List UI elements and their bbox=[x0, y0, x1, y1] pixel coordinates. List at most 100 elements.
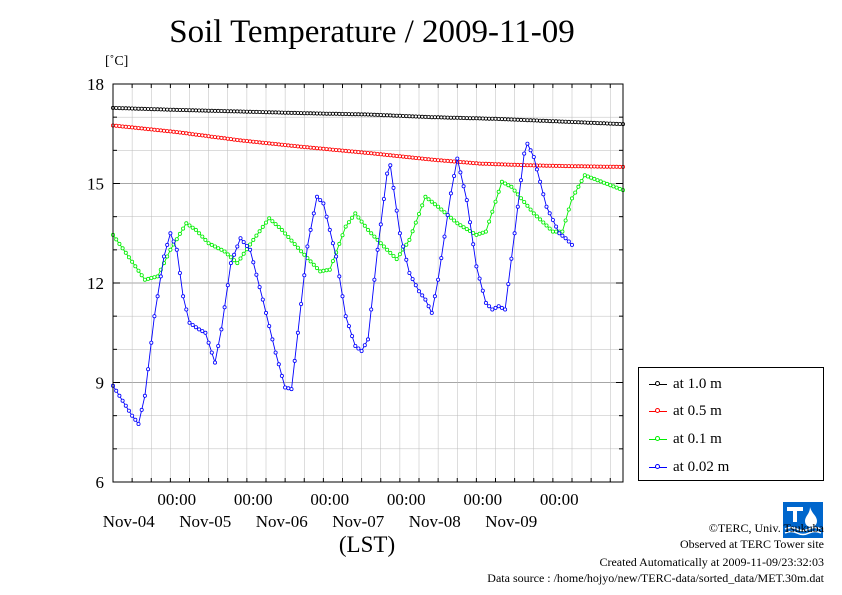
data-point bbox=[219, 247, 224, 252]
data-point bbox=[130, 259, 135, 264]
data-point bbox=[560, 119, 565, 124]
series-layer bbox=[111, 105, 626, 426]
data-point bbox=[203, 133, 208, 138]
series-at-0-5-m bbox=[111, 123, 626, 169]
data-point bbox=[305, 244, 310, 249]
data-point bbox=[283, 142, 288, 147]
data-point bbox=[614, 121, 619, 126]
data-point bbox=[200, 234, 205, 239]
data-point bbox=[177, 130, 182, 135]
data-point bbox=[493, 199, 498, 204]
data-point bbox=[193, 132, 198, 137]
data-point bbox=[525, 203, 530, 208]
x-tick-label-time: 00:00 bbox=[310, 490, 349, 509]
data-point bbox=[359, 150, 364, 155]
data-point bbox=[302, 273, 307, 278]
data-point bbox=[528, 207, 533, 212]
data-point bbox=[369, 231, 374, 236]
data-point bbox=[547, 119, 552, 124]
data-point bbox=[576, 164, 581, 169]
x-tick-label-time: 00:00 bbox=[157, 490, 196, 509]
data-point bbox=[563, 218, 568, 223]
data-point bbox=[455, 156, 460, 161]
data-point bbox=[509, 162, 514, 167]
data-point bbox=[601, 180, 606, 185]
data-point bbox=[184, 108, 189, 113]
data-point bbox=[452, 173, 457, 178]
data-point bbox=[506, 282, 511, 287]
data-point bbox=[299, 111, 304, 116]
data-point bbox=[404, 242, 409, 247]
data-point bbox=[117, 106, 122, 111]
data-point bbox=[330, 111, 335, 116]
data-point bbox=[388, 113, 393, 118]
data-point bbox=[362, 343, 367, 348]
data-point bbox=[146, 107, 151, 112]
data-point bbox=[184, 307, 189, 312]
data-point bbox=[499, 162, 504, 167]
data-point bbox=[197, 327, 202, 332]
data-point bbox=[595, 121, 600, 126]
data-point bbox=[362, 223, 367, 228]
data-point bbox=[570, 120, 575, 125]
data-point bbox=[474, 161, 479, 166]
data-point bbox=[177, 231, 182, 236]
data-point bbox=[292, 143, 297, 148]
data-point bbox=[407, 114, 412, 119]
data-point bbox=[467, 116, 472, 121]
data-point bbox=[168, 231, 173, 236]
data-point bbox=[197, 231, 202, 236]
data-point bbox=[165, 107, 170, 112]
data-point bbox=[260, 110, 265, 115]
data-point bbox=[350, 149, 355, 154]
data-point bbox=[381, 244, 386, 249]
data-point bbox=[120, 398, 125, 403]
y-tick-label: 18 bbox=[87, 75, 104, 94]
data-point bbox=[273, 141, 278, 146]
data-point bbox=[120, 246, 125, 251]
data-point bbox=[416, 211, 421, 216]
grid-lines bbox=[113, 84, 623, 482]
data-point bbox=[369, 112, 374, 117]
data-point bbox=[241, 109, 246, 114]
data-point bbox=[365, 112, 370, 117]
data-point bbox=[611, 121, 616, 126]
data-point bbox=[436, 115, 441, 120]
data-point bbox=[212, 360, 217, 365]
data-point bbox=[318, 146, 323, 151]
data-point bbox=[365, 337, 370, 342]
data-point bbox=[423, 156, 428, 161]
data-point bbox=[378, 241, 383, 246]
data-point bbox=[254, 139, 259, 144]
data-point bbox=[193, 227, 198, 232]
data-point bbox=[605, 164, 610, 169]
data-point bbox=[365, 227, 370, 232]
data-point bbox=[554, 119, 559, 124]
data-point bbox=[257, 285, 262, 290]
data-point bbox=[133, 417, 138, 422]
data-point bbox=[251, 237, 256, 242]
data-point bbox=[340, 148, 345, 153]
data-point bbox=[289, 110, 294, 115]
data-point bbox=[311, 145, 316, 150]
terc-logo-icon bbox=[783, 502, 823, 538]
legend-item-1m: at 1.0 m bbox=[649, 374, 722, 394]
data-point bbox=[477, 276, 482, 281]
data-point bbox=[187, 320, 192, 325]
data-point bbox=[550, 119, 555, 124]
data-point bbox=[432, 115, 437, 120]
data-point bbox=[235, 137, 240, 142]
data-point bbox=[133, 106, 138, 111]
data-point bbox=[244, 138, 249, 143]
data-point bbox=[509, 184, 514, 189]
data-point bbox=[350, 334, 355, 339]
data-point bbox=[579, 164, 584, 169]
data-point bbox=[216, 246, 221, 251]
data-point bbox=[161, 254, 166, 259]
legend-label-1m: at 1.0 m bbox=[673, 375, 722, 392]
data-point bbox=[493, 116, 498, 121]
data-point bbox=[238, 138, 243, 143]
data-point bbox=[174, 130, 179, 135]
data-point bbox=[496, 117, 501, 122]
data-point bbox=[311, 111, 316, 116]
